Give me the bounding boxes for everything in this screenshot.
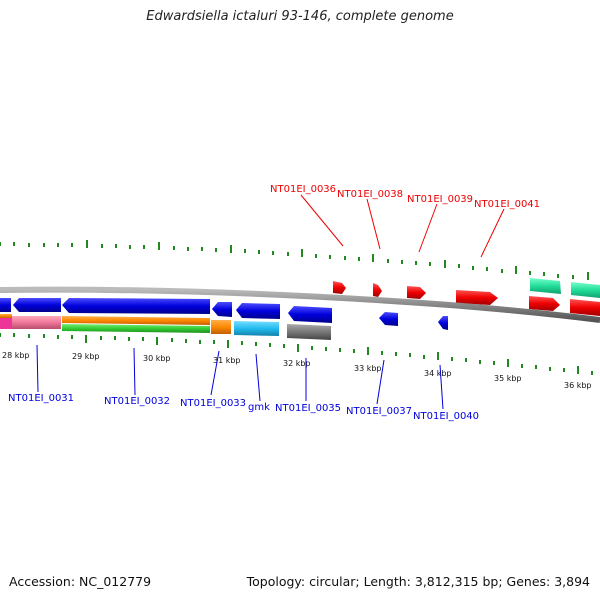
reverse-gene-labels: NT01EI_0031 NT01EI_0032 NT01EI_0033 gmk … [8,344,479,422]
label-nt01ei-0038[interactable]: NT01EI_0038 [337,189,403,200]
gene-nt01ei-0038[interactable] [373,283,382,297]
band-cyan[interactable] [234,321,279,336]
reverse-strand-genes [0,298,448,330]
gene-nt01ei-0032[interactable] [62,298,210,314]
band-magenta [0,318,12,329]
band-pink[interactable] [12,316,61,329]
scale-label: 31 kbp [213,356,241,365]
label-nt01ei-0041[interactable]: NT01EI_0041 [474,199,540,210]
scale-label: 33 kbp [354,364,382,373]
gene-red-right-2[interactable] [570,299,600,316]
scale-label: 36 kbp [564,381,592,390]
forward-strand-genes [333,278,600,316]
label-nt01ei-0039[interactable]: NT01EI_0039 [407,194,473,205]
gene-gmk[interactable] [236,303,280,319]
forward-gene-labels: NT01EI_0036 NT01EI_0038 NT01EI_0039 NT01… [270,184,540,258]
gene-nt01ei-0039[interactable] [407,286,426,299]
gene-nt01ei-0033[interactable] [212,302,232,317]
label-nt01ei-0031[interactable]: NT01EI_0031 [8,393,74,404]
label-nt01ei-0037[interactable]: NT01EI_0037 [346,406,412,417]
label-nt01ei-0036[interactable]: NT01EI_0036 [270,184,336,195]
label-nt01ei-0035[interactable]: NT01EI_0035 [275,403,341,414]
inner-tick-ring [0,333,593,375]
gene-nt01ei-0036[interactable] [333,281,346,294]
scale-label: 28 kbp [2,351,30,360]
gene-nt01ei-0040[interactable] [438,316,448,330]
band-orange-small[interactable] [211,320,231,334]
accession-text: Accession: NC_012779 [9,574,152,589]
scale-labels: 28 kbp 29 kbp 30 kbp 31 kbp 32 kbp 33 kb… [2,351,592,390]
label-nt01ei-0040[interactable]: NT01EI_0040 [413,411,479,422]
scale-label: 35 kbp [494,374,522,383]
outer-tick-ring [0,240,589,280]
map-title: Edwardsiella ictaluri 93-146, complete g… [146,9,454,24]
label-nt01ei-0033[interactable]: NT01EI_0033 [180,398,246,409]
label-nt01ei-0032[interactable]: NT01EI_0032 [104,396,170,407]
gene-red-right-1[interactable] [529,296,560,311]
scale-label: 30 kbp [143,354,171,363]
gene-nt01ei-0041[interactable] [456,290,498,305]
gene-teal-1[interactable] [530,278,561,294]
gene-nt01ei-0031[interactable] [13,298,61,312]
gene-nt01ei-0037[interactable] [379,312,398,326]
scale-label: 34 kbp [424,369,452,378]
gene-reverse-partial[interactable] [0,298,11,312]
gene-teal-2[interactable] [571,282,600,298]
scale-label: 29 kbp [72,352,100,361]
scale-label: 32 kbp [283,359,311,368]
label-gmk[interactable]: gmk [248,402,270,413]
band-green[interactable] [62,324,210,333]
genome-summary-text: Topology: circular; Length: 3,812,315 bp… [246,574,590,589]
gene-nt01ei-0035[interactable] [288,306,332,323]
band-orange[interactable] [62,316,210,325]
genome-backbone [0,286,600,323]
band-gray[interactable] [287,324,331,340]
feature-bands [0,314,331,340]
band-orange-left [0,314,12,318]
